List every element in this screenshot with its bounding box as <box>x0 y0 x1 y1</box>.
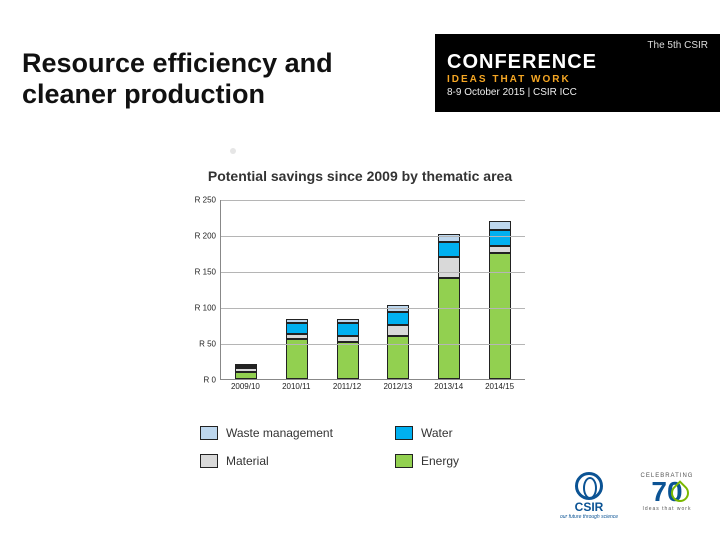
conference-subtitle: IDEAS THAT WORK <box>447 74 708 85</box>
chart-bar <box>221 200 272 379</box>
chart-bar-segment-water <box>438 242 460 256</box>
chart-bar-segment-energy <box>337 342 359 379</box>
legend-label: Waste management <box>226 426 333 440</box>
chart-plot-area: R 0R 50R 100R 150R 200R 250 <box>220 200 525 380</box>
title-line-1: Resource efficiency and <box>22 48 333 78</box>
chart-gridline <box>221 344 525 345</box>
chart-bar-segment-material <box>438 257 460 279</box>
chart-bar-segment-water <box>286 323 308 334</box>
chart-gridline <box>221 308 525 309</box>
chart-bar <box>424 200 475 379</box>
legend-swatch <box>395 454 413 468</box>
chart-bar-segment-water <box>337 323 359 336</box>
legend-label: Material <box>226 454 269 468</box>
title-line-2: cleaner production <box>22 79 265 109</box>
chart-y-label: R 50 <box>176 340 216 349</box>
chart-bar-segment-energy <box>286 339 308 379</box>
chart-bar-segment-energy <box>387 336 409 379</box>
chart-bar-segment-energy <box>438 278 460 379</box>
chart-y-label: R 250 <box>176 196 216 205</box>
legend-item: Energy <box>395 454 570 468</box>
chart-x-label: 2012/13 <box>372 382 423 391</box>
csir-name: CSIR <box>558 500 620 514</box>
chart-x-label: 2011/12 <box>322 382 373 391</box>
chart-bar-segment-water <box>489 230 511 246</box>
legend-item: Waste management <box>200 426 375 440</box>
legend-swatch <box>395 426 413 440</box>
chart-gridline <box>221 200 525 201</box>
legend-item: Material <box>200 454 375 468</box>
decor-dot <box>230 148 236 154</box>
conference-prelabel: The 5th CSIR <box>447 40 708 51</box>
legend-label: Water <box>421 426 453 440</box>
chart-bar <box>373 200 424 379</box>
chart-bar-segment-energy <box>235 372 257 379</box>
chart-gridline <box>221 272 525 273</box>
chart-x-label: 2013/14 <box>423 382 474 391</box>
chart-bars <box>221 200 525 379</box>
chart-y-label: R 200 <box>176 232 216 241</box>
seventy-number: 70 <box>651 479 682 504</box>
chart-bar <box>272 200 323 379</box>
chart-x-label: 2014/15 <box>474 382 525 391</box>
chart-bar <box>322 200 373 379</box>
csir-globe-icon <box>575 472 603 500</box>
savings-chart: R 0R 50R 100R 150R 200R 250 2009/102010/… <box>175 200 525 405</box>
chart-bar-segment-waste <box>489 221 511 230</box>
chart-legend: Waste management Water Material Energy <box>200 426 570 468</box>
legend-swatch <box>200 426 218 440</box>
legend-item: Water <box>395 426 570 440</box>
legend-label: Energy <box>421 454 459 468</box>
chart-bar-segment-waste <box>438 234 460 243</box>
chart-bar-segment-water <box>387 312 409 325</box>
chart-x-label: 2009/10 <box>220 382 271 391</box>
chart-title: Potential savings since 2009 by thematic… <box>0 168 720 184</box>
conference-banner: The 5th CSIR CONFERENCE IDEAS THAT WORK … <box>435 34 720 112</box>
chart-y-label: R 0 <box>176 376 216 385</box>
chart-bar-segment-material <box>489 246 511 253</box>
legend-swatch <box>200 454 218 468</box>
chart-x-labels: 2009/102010/112011/122012/132013/142014/… <box>220 382 525 391</box>
conference-date: 8-9 October 2015 | CSIR ICC <box>447 87 708 98</box>
csir-tagline: our future through science <box>558 514 620 520</box>
page-title: Resource efficiency and cleaner producti… <box>22 48 333 110</box>
chart-y-label: R 150 <box>176 268 216 277</box>
chart-bar <box>474 200 525 379</box>
chart-bar-segment-material <box>387 325 409 336</box>
seventy-years-badge: CELEBRATING 70 Ideas that work <box>632 473 702 512</box>
conference-title: CONFERENCE <box>447 51 708 74</box>
chart-x-label: 2010/11 <box>271 382 322 391</box>
chart-gridline <box>221 236 525 237</box>
csir-logo: CSIR our future through science <box>558 472 620 512</box>
chart-y-label: R 100 <box>176 304 216 313</box>
